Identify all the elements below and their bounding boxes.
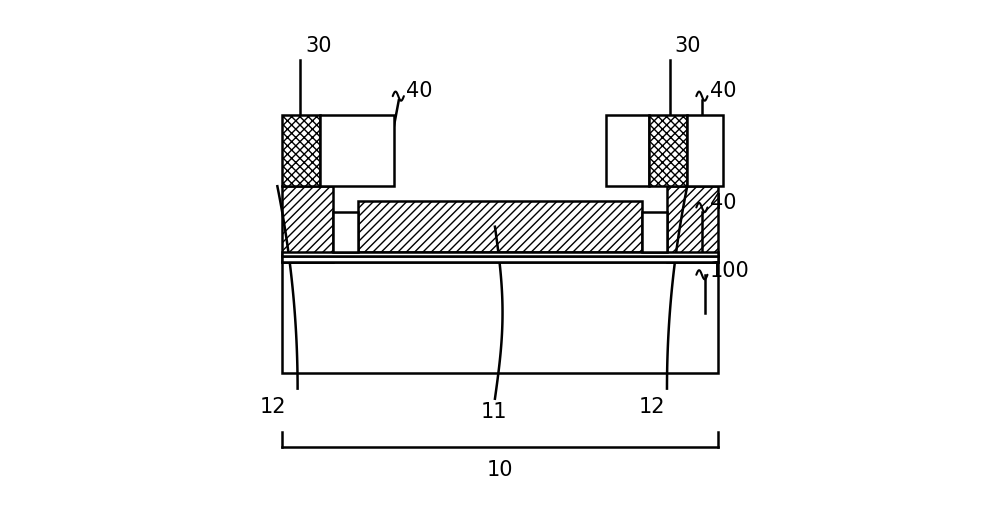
Bar: [358, 202, 642, 252]
Text: 40: 40: [710, 81, 736, 101]
Bar: [282, 116, 320, 187]
Bar: [649, 116, 687, 187]
Bar: [667, 187, 718, 263]
Bar: [606, 116, 649, 187]
Bar: [282, 257, 718, 263]
Text: 11: 11: [481, 401, 507, 422]
Text: 12: 12: [260, 396, 287, 417]
Text: 40: 40: [406, 81, 433, 101]
Bar: [282, 263, 718, 374]
Bar: [282, 187, 333, 263]
Text: 10: 10: [487, 459, 513, 479]
Bar: [687, 116, 723, 187]
Bar: [282, 252, 718, 257]
Bar: [320, 116, 394, 187]
Bar: [333, 212, 358, 252]
Text: 30: 30: [305, 35, 332, 56]
Text: 100: 100: [710, 260, 750, 280]
Text: 30: 30: [675, 35, 701, 56]
Text: 12: 12: [639, 396, 665, 417]
Bar: [642, 212, 667, 252]
Text: 40: 40: [710, 193, 736, 213]
